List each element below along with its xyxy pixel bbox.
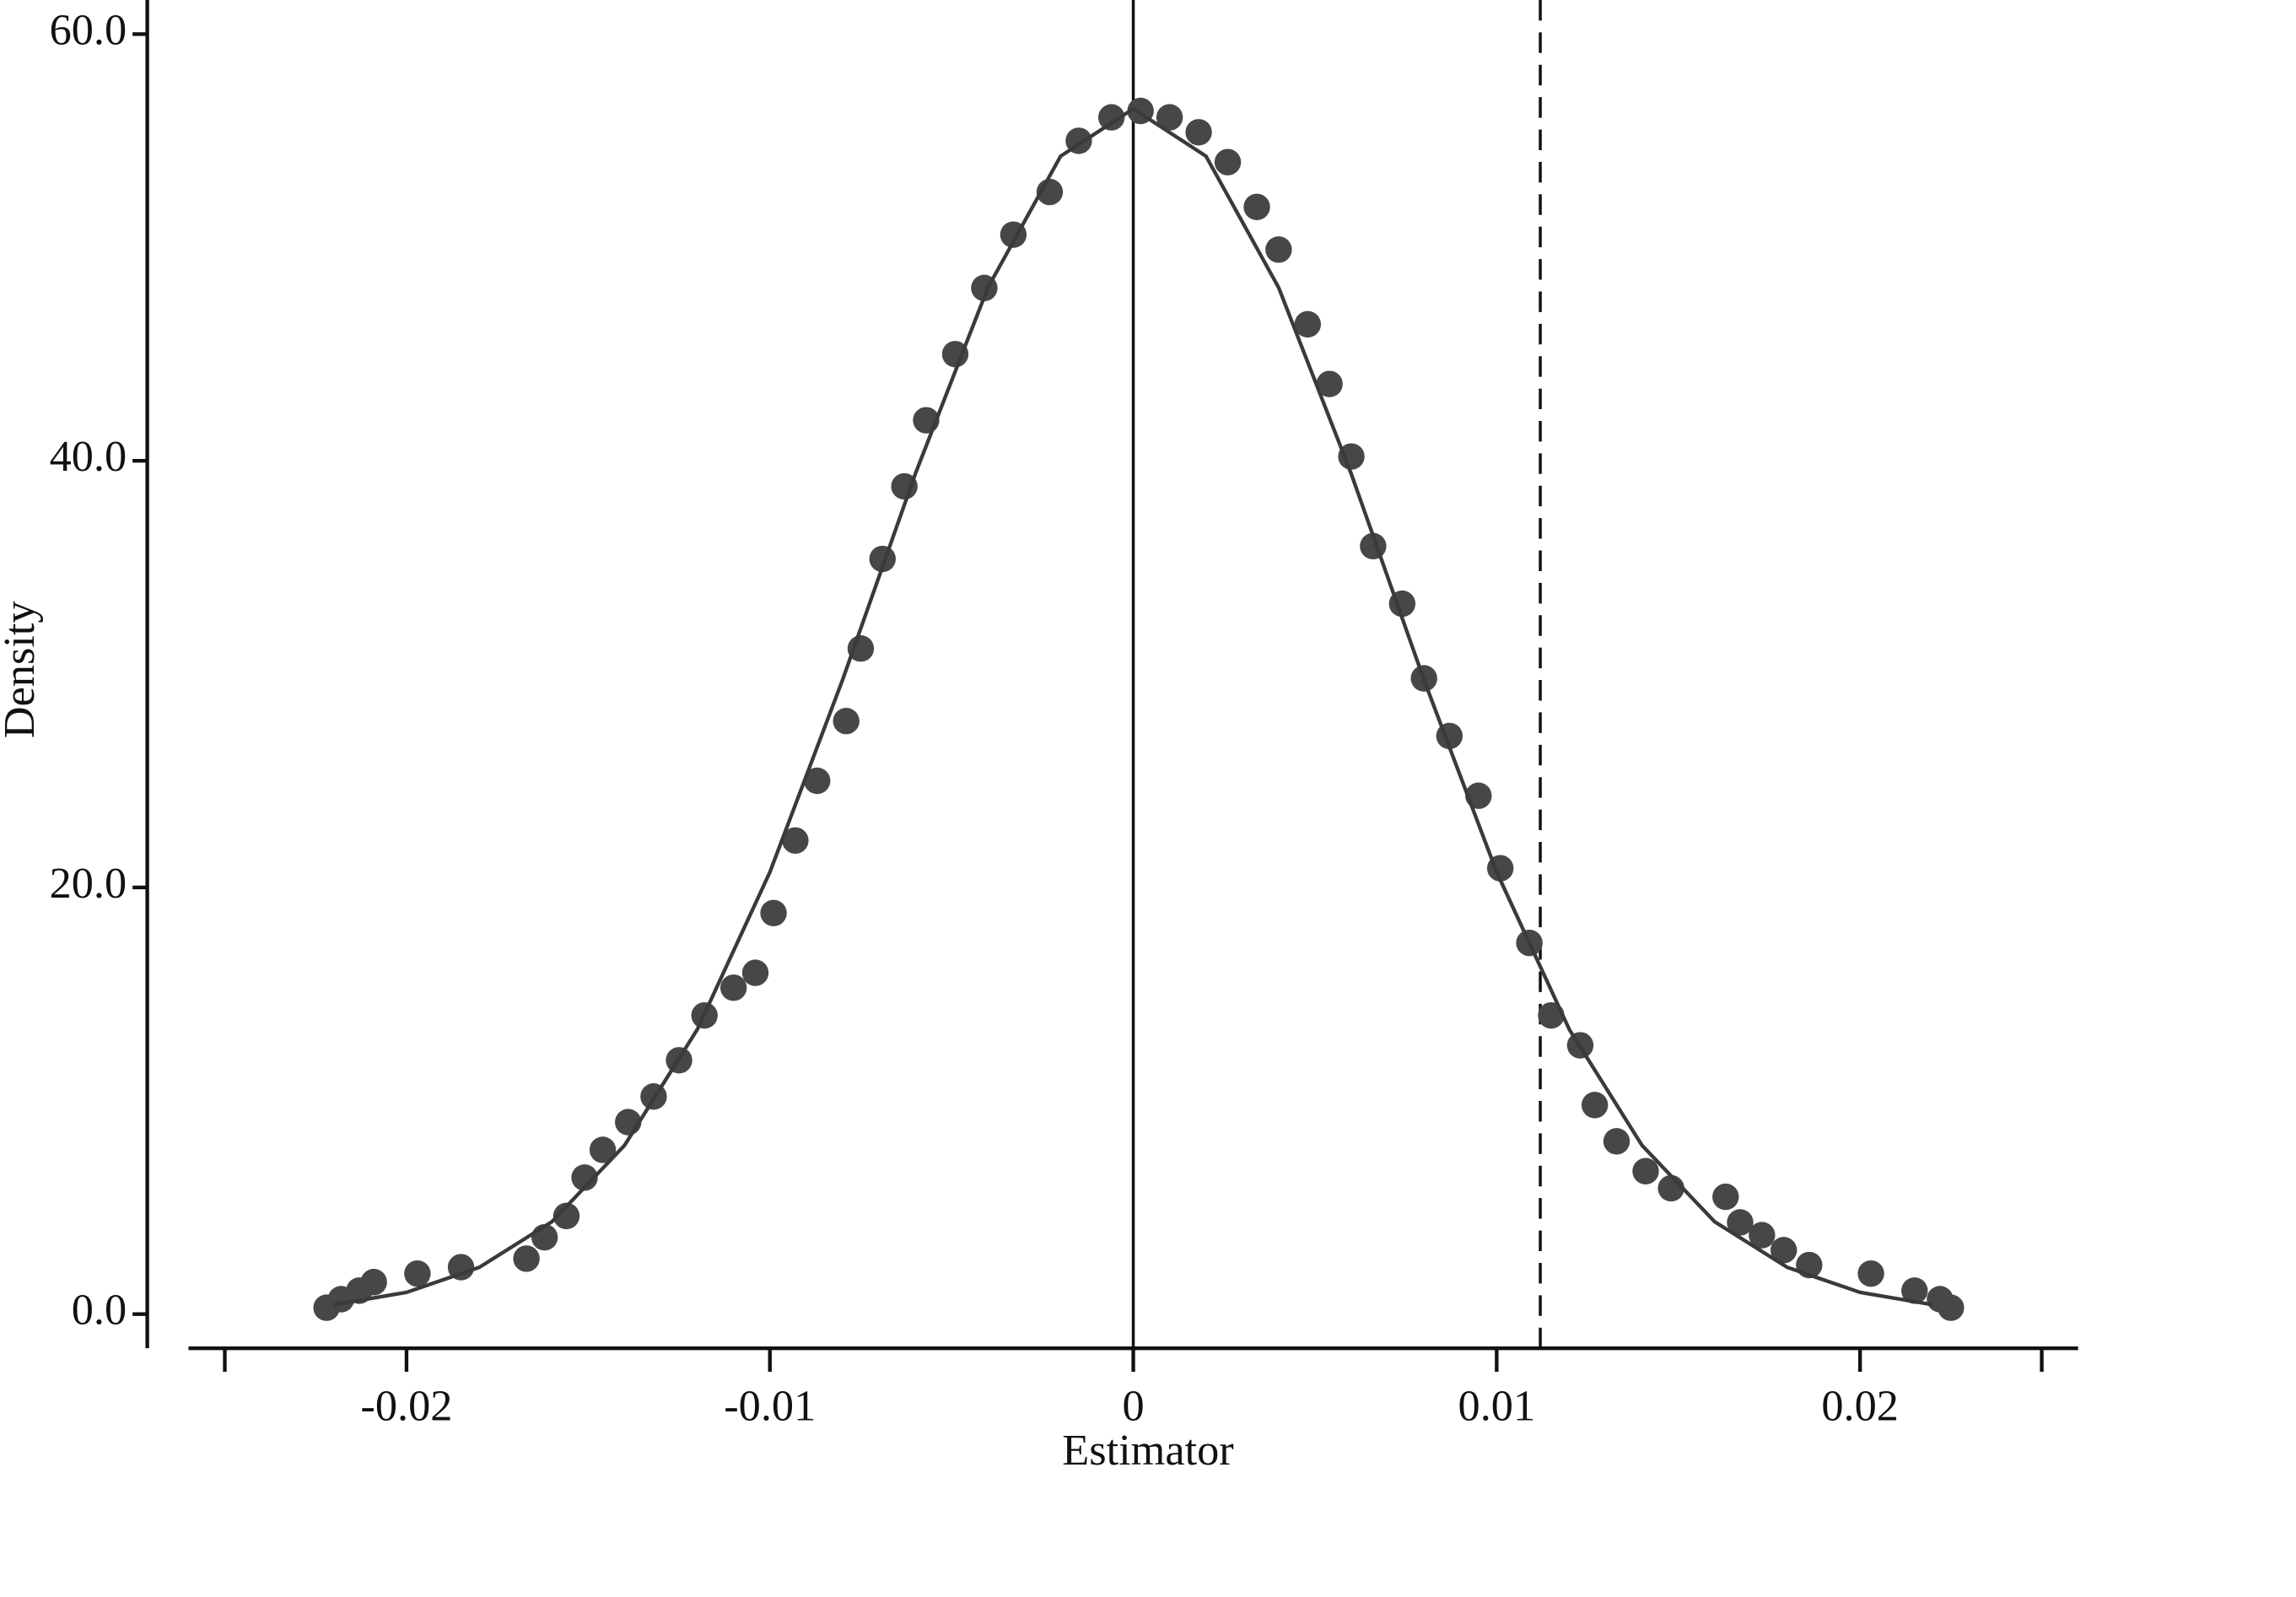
point [720, 974, 747, 1001]
point [1632, 1157, 1659, 1184]
point [1712, 1183, 1739, 1211]
point [1857, 1260, 1884, 1287]
y-tick-label: 20.0 [50, 859, 127, 908]
point [447, 1254, 475, 1281]
point [1265, 236, 1292, 263]
point [404, 1260, 431, 1287]
point [1214, 148, 1242, 175]
x-axis-label: Estimator [1062, 1426, 1233, 1475]
y-tick-label: 0.0 [72, 1286, 127, 1335]
point [1938, 1294, 1965, 1321]
point [571, 1164, 598, 1191]
point [1770, 1237, 1797, 1264]
y-tick-label: 60.0 [50, 5, 127, 54]
point [1603, 1128, 1630, 1155]
point [891, 472, 918, 500]
point [1243, 193, 1270, 220]
point [760, 899, 787, 926]
point [1901, 1277, 1928, 1304]
x-tick-label: -0.01 [724, 1381, 816, 1430]
point [360, 1269, 387, 1296]
point [741, 959, 769, 986]
y-axis-label: Density [0, 601, 44, 738]
fit-curve [333, 106, 1933, 1307]
point [1581, 1092, 1609, 1119]
point [1316, 370, 1343, 397]
point [552, 1202, 580, 1230]
point [1338, 443, 1365, 470]
point [1294, 310, 1322, 338]
point [1185, 119, 1212, 146]
point [1727, 1209, 1754, 1236]
y-tick-label: 40.0 [50, 432, 127, 481]
point [1749, 1222, 1776, 1249]
point [589, 1136, 617, 1163]
point [1098, 104, 1125, 131]
point [941, 341, 969, 368]
x-tick-label: 0 [1122, 1381, 1144, 1430]
point [513, 1245, 540, 1272]
x-tick-label: -0.02 [360, 1381, 452, 1430]
point [833, 708, 860, 735]
point [782, 827, 809, 855]
point [1156, 104, 1183, 131]
x-tick-label: 0.02 [1821, 1381, 1899, 1430]
x-tick-label: 0.01 [1458, 1381, 1536, 1430]
point [804, 767, 831, 795]
